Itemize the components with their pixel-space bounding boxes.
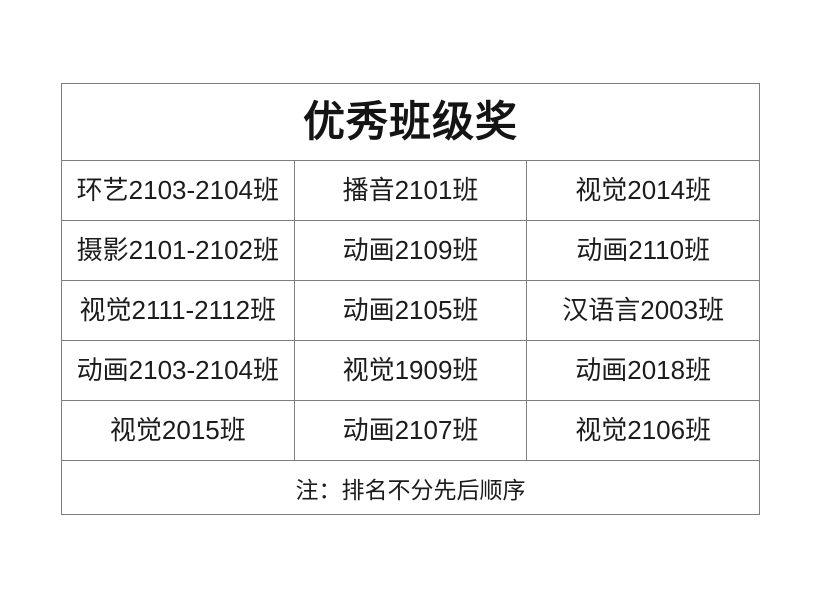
table-note-row: 注：排名不分先后顺序 bbox=[61, 460, 760, 515]
table-row: 摄影2101-2102班 动画2109班 动画2110班 bbox=[61, 220, 760, 281]
class-cell: 视觉1909班 bbox=[293, 340, 528, 401]
table-row: 视觉2111-2112班 动画2105班 汉语言2003班 bbox=[61, 280, 760, 341]
class-cell: 视觉2106班 bbox=[526, 400, 760, 461]
class-cell: 动画2103-2104班 bbox=[61, 340, 295, 401]
class-cell: 动画2109班 bbox=[293, 220, 528, 281]
table-row: 环艺2103-2104班 播音2101班 视觉2014班 bbox=[61, 160, 760, 221]
class-cell: 动画2018班 bbox=[526, 340, 760, 401]
class-cell: 动画2105班 bbox=[293, 280, 528, 341]
table-note: 注：排名不分先后顺序 bbox=[61, 460, 760, 515]
class-cell: 汉语言2003班 bbox=[526, 280, 760, 341]
class-cell: 视觉2111-2112班 bbox=[61, 280, 295, 341]
class-cell: 视觉2015班 bbox=[61, 400, 295, 461]
page-title: 优秀班级奖 bbox=[61, 83, 760, 161]
excellent-class-award-table: 优秀班级奖 环艺2103-2104班 播音2101班 视觉2014班 摄影210… bbox=[61, 83, 760, 515]
class-cell: 动画2107班 bbox=[293, 400, 528, 461]
class-cell: 环艺2103-2104班 bbox=[61, 160, 295, 221]
class-cell: 视觉2014班 bbox=[526, 160, 760, 221]
table-row: 视觉2015班 动画2107班 视觉2106班 bbox=[61, 400, 760, 461]
class-cell: 动画2110班 bbox=[526, 220, 760, 281]
class-cell: 摄影2101-2102班 bbox=[61, 220, 295, 281]
table-title-row: 优秀班级奖 bbox=[61, 83, 760, 161]
class-cell: 播音2101班 bbox=[293, 160, 528, 221]
table-row: 动画2103-2104班 视觉1909班 动画2018班 bbox=[61, 340, 760, 401]
